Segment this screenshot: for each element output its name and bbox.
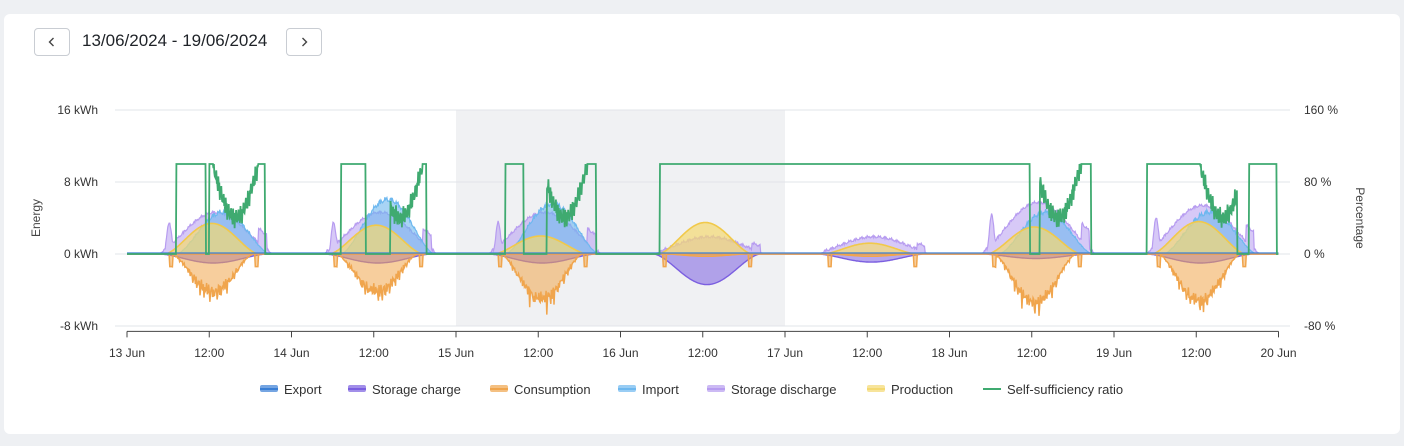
legend-label: Consumption xyxy=(514,382,591,397)
y-left-axis-title: Energy xyxy=(29,199,43,237)
x-tick-label: 19 Jun xyxy=(1096,346,1132,360)
next-week-button[interactable] xyxy=(286,28,322,56)
x-tick-label: 16 Jun xyxy=(602,346,638,360)
x-tick-label: 12:00 xyxy=(852,346,882,360)
legend-item: Import xyxy=(618,382,679,397)
legend-item: Storage discharge xyxy=(707,382,837,397)
y-right-tick-label: 80 % xyxy=(1304,175,1332,189)
legend-label: Storage charge xyxy=(372,382,461,397)
x-tick-label: 18 Jun xyxy=(931,346,967,360)
legend-item: Self-sufficiency ratio xyxy=(983,382,1123,397)
x-tick-label: 14 Jun xyxy=(273,346,309,360)
legend-label: Import xyxy=(642,382,679,397)
self-sufficiency-line xyxy=(127,163,1279,255)
legend-label: Self-sufficiency ratio xyxy=(1007,382,1123,397)
x-tick-label: 12:00 xyxy=(359,346,389,360)
y-right-axis-title: Percentage xyxy=(1353,187,1367,249)
y-right-tick-label: 0 % xyxy=(1304,247,1325,261)
legend-item: Consumption xyxy=(490,382,591,397)
y-left-tick-label: -8 kWh xyxy=(60,319,98,333)
y-right-tick-label: -80 % xyxy=(1304,319,1336,333)
production-area xyxy=(127,220,1279,255)
date-range-label: 13/06/2024 - 19/06/2024 xyxy=(82,31,268,50)
legend-label: Storage discharge xyxy=(731,382,837,397)
y-left-tick-label: 16 kWh xyxy=(57,103,98,117)
x-tick-label: 12:00 xyxy=(523,346,553,360)
highlight-band xyxy=(456,110,785,326)
chevron-right-icon xyxy=(302,37,308,47)
storage-charge-area xyxy=(127,253,1279,286)
x-tick-label: 12:00 xyxy=(194,346,224,360)
x-tick-label: 20 Jun xyxy=(1260,346,1296,360)
x-tick-label: 12:00 xyxy=(1181,346,1211,360)
x-tick-label: 13 Jun xyxy=(109,346,145,360)
legend-item: Export xyxy=(260,382,322,397)
previous-week-button[interactable] xyxy=(34,28,70,56)
y-left-tick-label: 8 kWh xyxy=(64,175,98,189)
legend-item: Storage charge xyxy=(348,382,461,397)
y-right-tick-label: 160 % xyxy=(1304,103,1338,117)
x-tick-label: 17 Jun xyxy=(767,346,803,360)
x-tick-label: 12:00 xyxy=(688,346,718,360)
x-tick-label: 12:00 xyxy=(1017,346,1047,360)
legend-label: Production xyxy=(891,382,953,397)
legend-item: Production xyxy=(867,382,953,397)
chevron-left-icon xyxy=(48,37,54,47)
legend-label: Export xyxy=(284,382,322,397)
x-tick-label: 15 Jun xyxy=(438,346,474,360)
y-left-tick-label: 0 kWh xyxy=(64,247,98,261)
